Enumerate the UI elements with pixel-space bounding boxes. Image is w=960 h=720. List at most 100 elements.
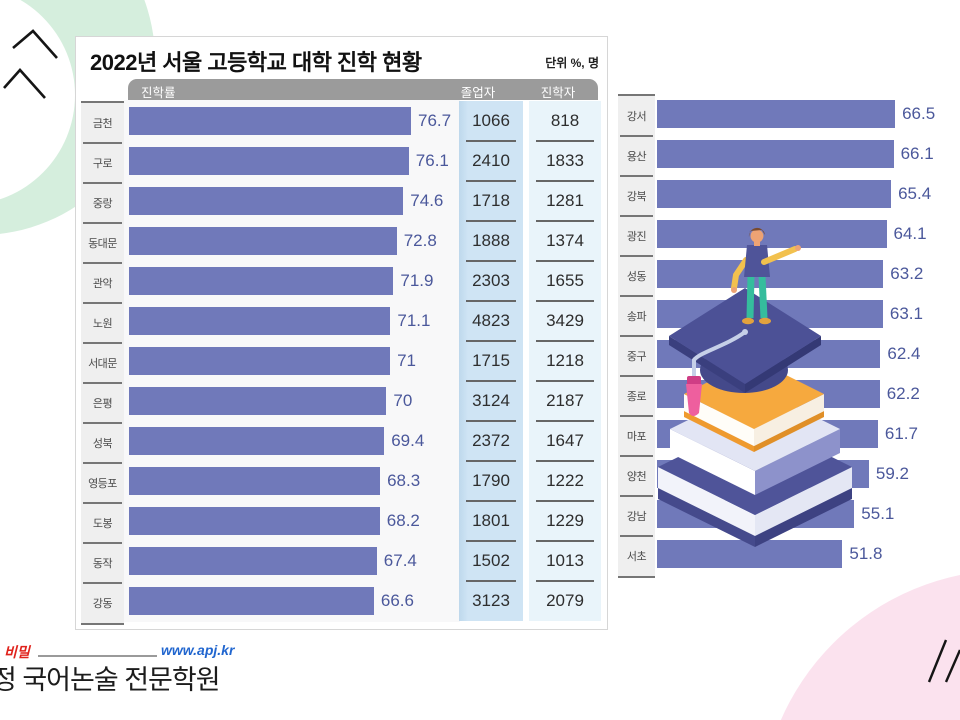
district-label: 중구 [618,335,655,376]
bar-row: 71.1 [129,301,458,341]
district-label: 성북 [81,422,124,463]
graduates-value: 3123 [459,580,523,621]
district-label: 용산 [618,135,655,176]
entrants-value: 1833 [529,140,601,181]
logo-divider-line [38,655,157,657]
graduates-value: 2410 [459,140,523,181]
rate-bar [657,540,843,568]
rate-value: 63.2 [890,264,924,283]
entrants-value: 1222 [529,460,601,501]
rate-value: 71.9 [400,271,434,290]
entrants-value: 818 [550,111,580,130]
bar-row: 70 [129,381,458,421]
rate-value: 74.6 [410,191,444,210]
district-label: 동작 [81,542,124,583]
rate-bar [657,180,892,208]
rate-bar [129,387,387,415]
district-label: 강북 [618,175,655,216]
district-label: 강남 [618,495,655,536]
district-label: 관악 [81,262,124,303]
left-bar-area: 76.7 76.1 74.6 72.8 71.9 71.1 71 70 69.4 68.3 68.2… [129,101,458,621]
rate-value: 68.3 [387,471,421,490]
bar-row: 65.4 [657,174,935,214]
chevron-icon [3,68,46,99]
graduates-value: 1801 [459,500,523,541]
rate-bar [129,147,409,175]
entrants-value: 3429 [529,300,601,341]
district-label: 동대문 [81,222,124,263]
rate-bar [657,220,887,248]
bar-row: 76.7 [129,101,458,141]
entrants-value: 1655 [529,260,601,301]
bar-row: 66.1 [657,134,935,174]
rate-value: 70 [393,391,413,410]
district-label: 금천 [92,118,113,130]
entrants-value: 2187 [529,380,601,421]
graduates-value: 1888 [459,220,523,261]
district-label: 도봉 [81,502,124,543]
entrants-value: 1647 [529,420,601,461]
bar-row: 64.1 [657,214,935,254]
bar-row: 61.7 [657,414,935,454]
district-label: 노원 [81,302,124,343]
rate-bar [657,380,880,408]
bar-row: 74.6 [129,181,458,221]
header-rate: 진학률 [141,86,176,100]
bar-row: 51.8 [657,534,935,574]
entrants-column: 818 1833 1281 1374 1655 3429 1218 2187 1647 1222 1… [529,101,601,621]
district-label: 중랑 [81,182,124,223]
pink-circle-decoration [780,575,960,720]
rate-value: 71.1 [397,311,431,330]
entrants-value: 2079 [529,580,601,621]
graduates-value: 4823 [459,300,523,341]
district-label: 서대문 [81,342,124,383]
district-label: 강동 [81,582,124,623]
district-label: 영등포 [81,462,124,503]
bar-row: 76.1 [129,141,458,181]
rate-bar [129,107,411,135]
district-label: 서초 [618,535,655,576]
bar-row: 71.9 [129,261,458,301]
slash-icon [944,649,960,683]
bar-row: 72.8 [129,221,458,261]
logo-website: www.apj.kr [161,642,235,658]
bar-row: 68.2 [129,501,458,541]
graduates-value: 2372 [459,420,523,461]
bar-row: 66.5 [657,94,935,134]
graduates-value: 1718 [459,180,523,221]
rate-bar [657,420,878,448]
bar-row: 71 [129,341,458,381]
rate-value: 68.2 [386,511,420,530]
rate-value: 59.2 [875,464,909,483]
rate-bar [657,260,884,288]
graduates-value: 3124 [459,380,523,421]
logo-slogan: 비밀 [4,644,30,660]
rate-bar [129,187,404,215]
bar-row: 62.4 [657,334,935,374]
rate-value: 61.7 [884,424,918,443]
rate-bar [657,460,869,488]
rate-value: 71 [397,351,417,370]
rate-value: 67.4 [383,551,417,570]
district-label: 종로 [618,375,655,416]
bar-row: 67.4 [129,541,458,581]
rate-value: 55.1 [861,504,895,523]
graduates-value: 1066 [472,111,510,130]
rate-bar [129,267,394,295]
bar-row: 68.3 [129,461,458,501]
rate-value: 51.8 [849,544,883,563]
rate-bar [129,507,380,535]
graduates-column: 1066 2410 1718 1888 2303 4823 1715 3124 2372 1790… [459,101,523,621]
chevron-icon [12,29,58,59]
logo-academy-name: 정 국어논술 전문학원 [0,665,221,695]
graduates-value: 2303 [459,260,523,301]
entrants-value: 1374 [529,220,601,261]
rate-value: 64.1 [893,224,927,243]
district-label: 구로 [81,142,124,183]
right-bar-area: 66.5 66.1 65.4 64.1 63.2 63.1 62.4 62.2 61.7 59.2… [657,94,935,574]
district-label: 성동 [618,255,655,296]
rate-value: 66.6 [380,591,414,610]
rate-value: 72.8 [403,231,437,250]
entrants-value: 1218 [529,340,601,381]
entrants-value: 1281 [529,180,601,221]
